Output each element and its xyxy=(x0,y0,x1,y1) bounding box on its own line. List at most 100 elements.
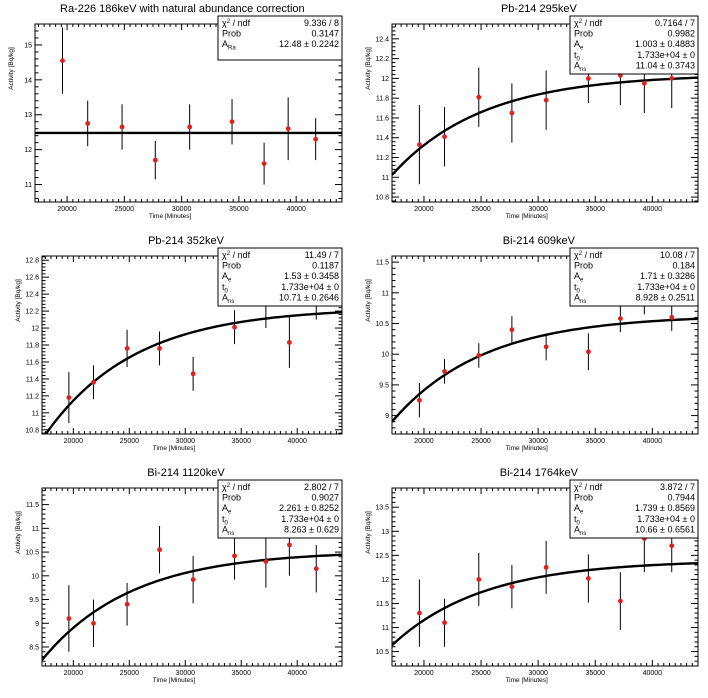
stat-value: 0.9027 xyxy=(311,493,339,503)
stat-label: Prob xyxy=(222,493,241,503)
data-point xyxy=(617,316,623,322)
chart-panel-6: Bi-214 1764keV 20000 25000 30000 35000 40000 T… xyxy=(365,467,699,684)
x-tick-label: 20000 xyxy=(64,670,84,677)
data-point xyxy=(476,94,482,100)
stat-value: 0.1187 xyxy=(312,261,339,271)
fit-curve xyxy=(392,317,698,423)
data-point xyxy=(476,577,482,582)
x-tick-label: 20000 xyxy=(57,206,77,213)
stats-box-frame xyxy=(569,247,699,307)
y-axis-label: Activity [Bq/kg] xyxy=(15,511,22,554)
data-point xyxy=(286,542,292,548)
y-tick-label: 11.8 xyxy=(376,96,389,103)
y-tick-label: 10 xyxy=(31,573,39,580)
y-tick-label: 12 xyxy=(31,326,39,333)
y-tick-label: 9 xyxy=(385,413,389,420)
y-tick-label: 10.8 xyxy=(25,427,39,434)
y-tick-label: 11.2 xyxy=(26,393,39,400)
stat-value: 3.872 / 7 xyxy=(660,482,695,492)
data-point xyxy=(313,566,319,572)
y-tick-label: 9.5 xyxy=(379,382,389,389)
data-point xyxy=(509,584,515,590)
data-point xyxy=(585,576,591,581)
stat-value: 9.336 / 8 xyxy=(304,18,339,28)
data-point xyxy=(124,601,130,607)
x-tick-label: 25000 xyxy=(120,438,140,445)
stat-label: t0 xyxy=(222,514,229,527)
stat-value: 0.7944 xyxy=(667,493,695,503)
data-point xyxy=(190,577,196,583)
y-axis-label: Activity [Bq/kg] xyxy=(15,279,22,322)
x-tick-label: 35000 xyxy=(229,206,249,213)
y-tick-label: 12.4 xyxy=(375,36,389,43)
data-point xyxy=(543,97,549,103)
fit-curve-group xyxy=(392,561,698,647)
y-tick-label: 11 xyxy=(32,410,39,417)
stat-label: Ae xyxy=(574,39,584,52)
chart-panel-3: Pb-214 352keV 20000 25000 30000 35000 40000 Ti… xyxy=(15,235,343,452)
stat-value: 0.184 xyxy=(672,261,695,271)
stat-value: 2.261 ± 0.8252 xyxy=(279,503,339,513)
x-tick-label: 35000 xyxy=(586,438,606,445)
x-tick-label: 20000 xyxy=(414,670,434,677)
stat-label: Ae xyxy=(574,271,584,284)
x-tick-label: 20000 xyxy=(64,438,84,445)
stat-value: 0.9982 xyxy=(667,29,695,39)
chart-title: Bi-214 1120keV xyxy=(147,467,225,479)
data-point xyxy=(85,121,91,126)
stat-value: 1.53 ± 0.3458 xyxy=(284,271,339,281)
stat-label: χ2 / ndf xyxy=(574,250,603,260)
data-point xyxy=(91,379,96,385)
chart-panel-5: Bi-214 1120keV 20000 25000 30000 35000 40000 T… xyxy=(15,467,343,684)
y-tick-label: 9 xyxy=(35,621,39,628)
data-point xyxy=(285,126,291,132)
x-tick-label: 25000 xyxy=(471,206,491,213)
x-tick-label: 30000 xyxy=(176,670,196,677)
chart-title: Bi-214 1764keV xyxy=(500,467,579,479)
x-tick-label: 40000 xyxy=(287,438,307,445)
y-axis-label: Activity [Bq/kg] xyxy=(365,279,372,322)
data-point xyxy=(585,349,591,355)
data-point xyxy=(263,559,269,564)
stat-label: Prob xyxy=(574,261,593,271)
stats-box-frame xyxy=(569,15,699,75)
data-point xyxy=(476,353,482,358)
stat-label: χ2 / ndf xyxy=(574,482,603,492)
stat-value: 8.263 ± 0.629 xyxy=(284,524,339,534)
x-tick-label: 40000 xyxy=(287,670,307,677)
stats-box: χ2 / ndf 0.7164 / 7 Prob 0.9982 Ae 1.003 ± 0.… xyxy=(569,15,699,75)
stat-label: Ae xyxy=(222,503,232,516)
stat-label: Prob xyxy=(222,261,241,271)
data-point xyxy=(669,314,675,320)
x-tick-label: 40000 xyxy=(286,206,306,213)
x-axis-label: Time [Minutes] xyxy=(505,213,548,220)
stats-box: χ2 / ndf 3.872 / 7 Prob 0.7944 Ae 1.739 ± 0.8… xyxy=(569,479,699,539)
x-tick-label: 20000 xyxy=(414,438,434,445)
data-point xyxy=(119,124,125,130)
stats-box-frame xyxy=(569,479,699,539)
data-point xyxy=(509,327,515,333)
stat-label: χ2 / ndf xyxy=(222,18,251,28)
data-point xyxy=(91,620,96,626)
y-tick-label: 11.5 xyxy=(376,260,389,267)
stat-value: 10.71 ± 0.2646 xyxy=(279,292,339,302)
x-axis-label: Time [Minutes] xyxy=(153,677,196,684)
x-axis-label: Time [Minutes] xyxy=(505,445,548,452)
y-tick-label: 13 xyxy=(24,112,32,119)
stats-box: χ2 / ndf 10.08 / 7 Prob 0.184 Ae 1.71 ± 0.328… xyxy=(569,247,699,307)
y-tick-label: 10.5 xyxy=(375,321,389,328)
fit-curve-group xyxy=(42,553,342,661)
y-tick-label: 11.6 xyxy=(376,115,389,122)
fit-curve xyxy=(392,76,698,176)
y-tick-label: 12.5 xyxy=(375,553,389,560)
stat-label: Ae xyxy=(574,503,584,516)
y-axis-label: Activity [Bq/kg] xyxy=(365,47,372,90)
stat-value: 8.928 ± 0.2511 xyxy=(636,292,695,302)
stat-value: 1.733e+04 ± 0 xyxy=(637,50,695,60)
y-tick-label: 12.2 xyxy=(375,56,389,63)
stat-label: Prob xyxy=(222,29,241,39)
stats-box-frame xyxy=(217,15,343,61)
x-axis-label: Time [Minutes] xyxy=(505,677,548,684)
stat-label: t0 xyxy=(222,282,229,295)
stat-label: Ans xyxy=(222,524,234,537)
